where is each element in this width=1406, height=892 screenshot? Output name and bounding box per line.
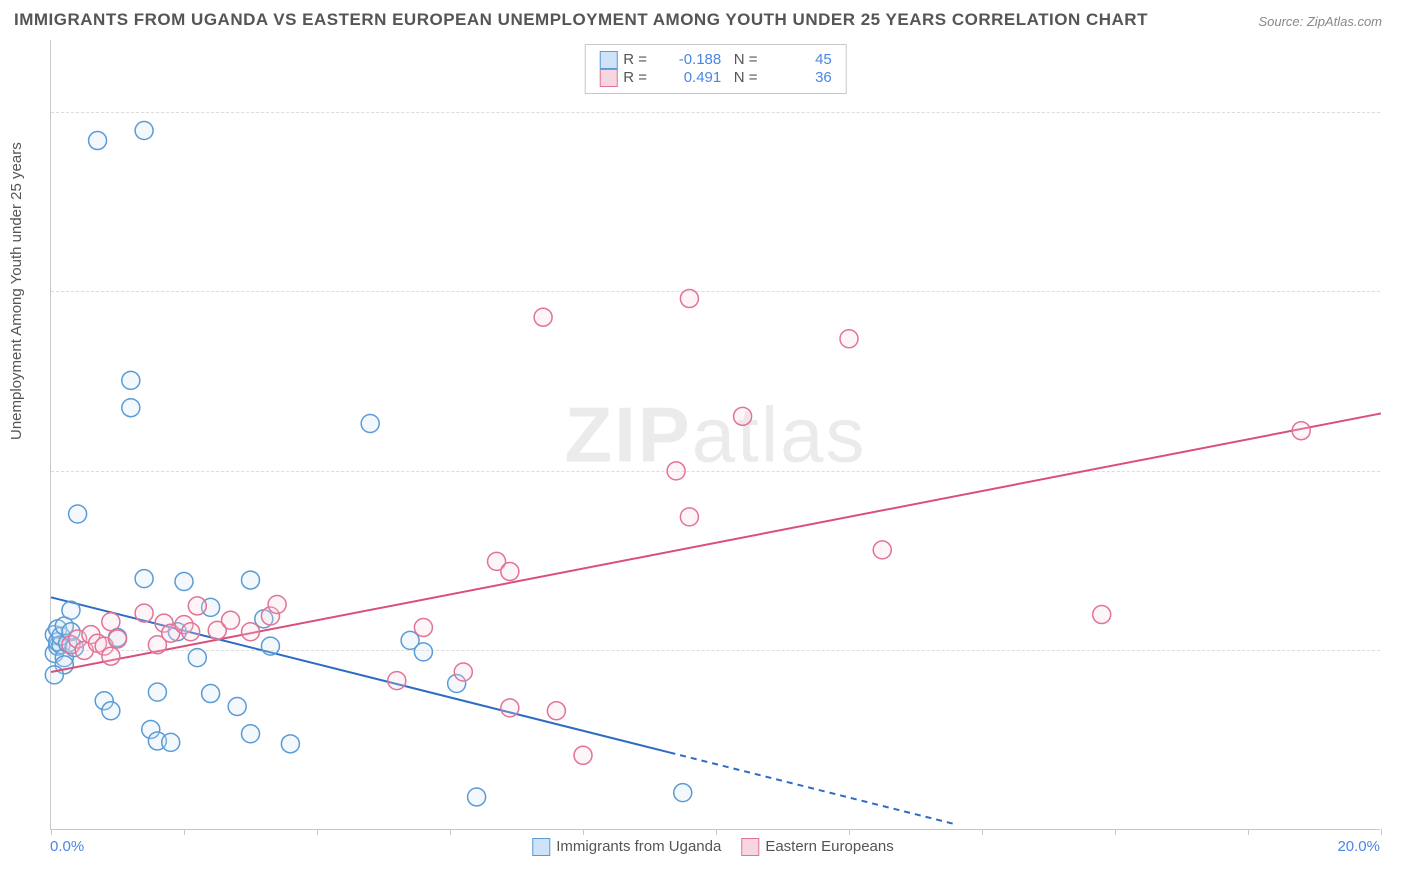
x-tick-start: 0.0%: [50, 838, 84, 855]
legend-swatch: [741, 838, 759, 856]
legend-series-label: Immigrants from Uganda: [556, 838, 721, 855]
y-tick-label: 12.5%: [1390, 642, 1406, 659]
legend-correlation-row: R =-0.188 N =45: [599, 51, 832, 69]
y-tick-label: 50.0%: [1390, 103, 1406, 120]
chart-title: IMMIGRANTS FROM UGANDA VS EASTERN EUROPE…: [14, 10, 1148, 30]
plot-area: ZIPatlas 12.5%25.0%37.5%50.0% R =-0.188 …: [50, 40, 1380, 830]
x-tick-mark: [849, 829, 850, 835]
legend-series-label: Eastern Europeans: [765, 838, 893, 855]
legend-correlation: R =-0.188 N =45R =0.491 N =36: [584, 44, 847, 94]
y-tick-label: 25.0%: [1390, 462, 1406, 479]
x-tick-end: 20.0%: [1337, 838, 1380, 855]
x-tick-mark: [450, 829, 451, 835]
x-tick-mark: [184, 829, 185, 835]
legend-series: Immigrants from Uganda Eastern Europeans: [512, 838, 893, 856]
x-tick-mark: [1248, 829, 1249, 835]
legend-correlation-row: R =0.491 N =36: [599, 69, 832, 87]
x-tick-mark: [1381, 829, 1382, 835]
x-tick-mark: [982, 829, 983, 835]
x-tick-mark: [51, 829, 52, 835]
y-tick-label: 37.5%: [1390, 283, 1406, 300]
x-tick-mark: [317, 829, 318, 835]
x-tick-mark: [583, 829, 584, 835]
x-tick-mark: [716, 829, 717, 835]
source-label: Source: ZipAtlas.com: [1258, 14, 1382, 29]
y-axis-label: Unemployment Among Youth under 25 years: [8, 142, 25, 440]
legend-swatch: [532, 838, 550, 856]
chart-svg: [51, 40, 1380, 829]
x-tick-mark: [1115, 829, 1116, 835]
